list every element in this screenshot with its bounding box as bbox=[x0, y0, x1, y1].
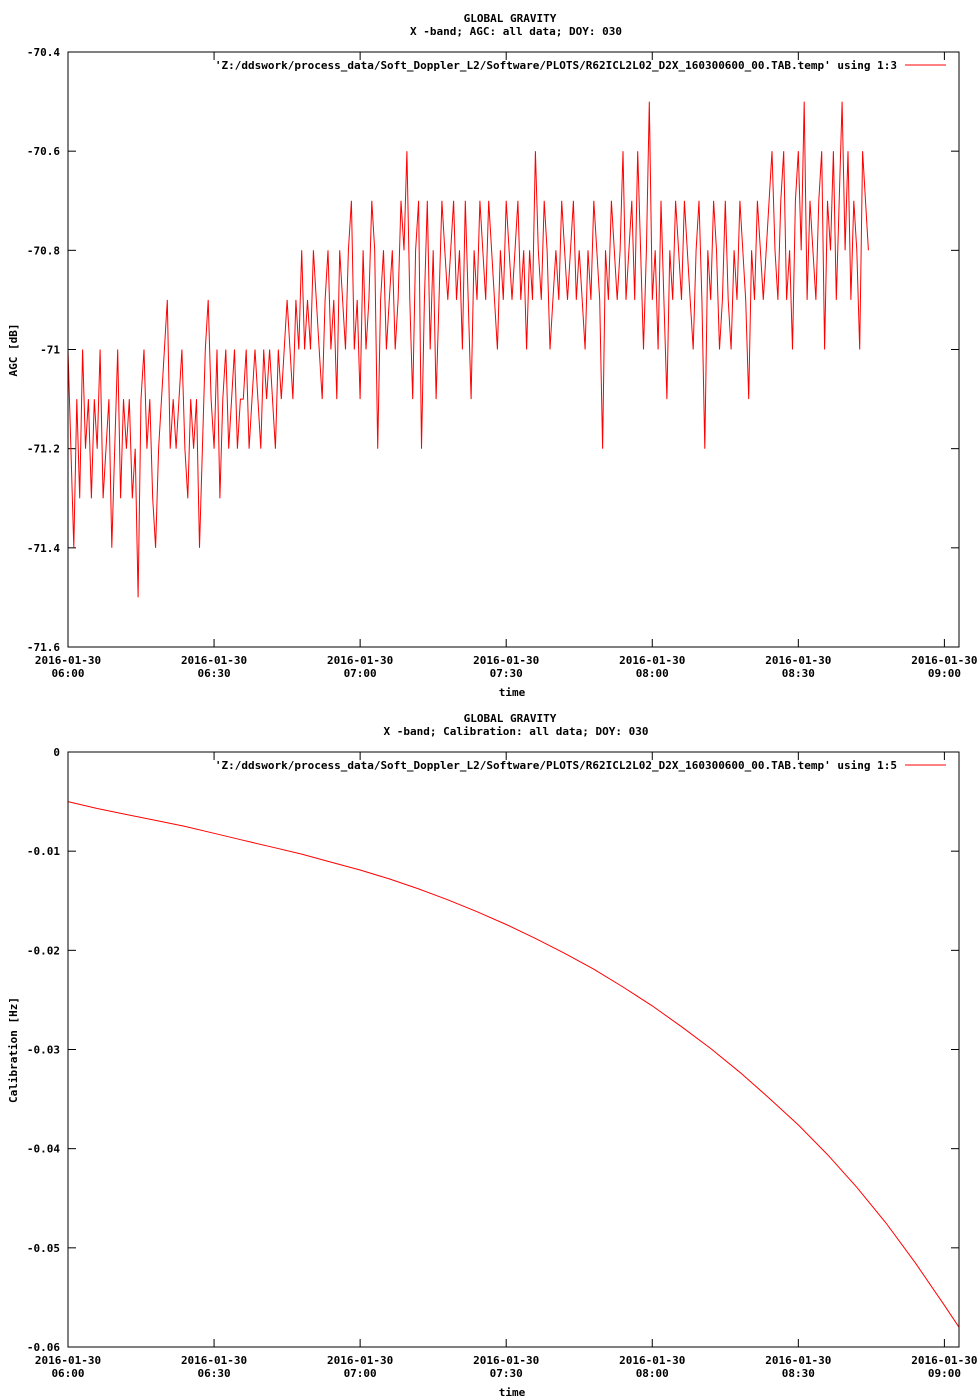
agc-xtick-date: 2016-01-30 bbox=[35, 654, 101, 667]
agc-ytick-label: -71.2 bbox=[27, 443, 60, 456]
agc-xtick-date: 2016-01-30 bbox=[619, 654, 685, 667]
agc-ytick-label: -70.8 bbox=[27, 244, 60, 257]
agc-xtick-time: 06:00 bbox=[51, 667, 84, 680]
agc-xtick-time: 09:00 bbox=[928, 667, 961, 680]
agc-chart-subtitle: X -band; AGC: all data; DOY: 030 bbox=[410, 25, 622, 38]
agc-xtick-date: 2016-01-30 bbox=[765, 654, 831, 667]
calibration-xtick-date: 2016-01-30 bbox=[473, 1354, 539, 1367]
agc-xtick-date: 2016-01-30 bbox=[181, 654, 247, 667]
agc-xtick-date: 2016-01-30 bbox=[327, 654, 393, 667]
calibration-xtick-time: 09:00 bbox=[928, 1367, 961, 1380]
agc-ytick-label: -70.6 bbox=[27, 145, 60, 158]
calibration-chart-xlabel: time bbox=[499, 1386, 526, 1399]
calibration-chart-ylabel: Calibration [Hz] bbox=[7, 997, 20, 1103]
agc-ytick-label: -71 bbox=[40, 344, 60, 357]
agc-chart-title: GLOBAL GRAVITY bbox=[464, 12, 557, 25]
agc-chart-ylabel: AGC [dB] bbox=[7, 324, 20, 377]
agc-xtick-time: 07:30 bbox=[490, 667, 523, 680]
agc-ytick-label: -71.6 bbox=[27, 641, 60, 654]
calibration-xtick-time: 06:00 bbox=[51, 1367, 84, 1380]
calibration-chart-frame bbox=[67, 751, 960, 1348]
calibration-xtick-time: 07:00 bbox=[344, 1367, 377, 1380]
calibration-chart-ticks: 0-0.01-0.02-0.03-0.04-0.05-0.062016-01-3… bbox=[27, 746, 978, 1380]
calibration-ytick-label: -0.02 bbox=[27, 944, 60, 957]
calibration-xtick-date: 2016-01-30 bbox=[181, 1354, 247, 1367]
agc-ytick-label: -70.4 bbox=[27, 46, 60, 59]
calibration-ytick-label: -0.01 bbox=[27, 845, 60, 858]
calibration-xtick-date: 2016-01-30 bbox=[765, 1354, 831, 1367]
calibration-ytick-label: -0.05 bbox=[27, 1242, 60, 1255]
calibration-series-line bbox=[67, 801, 960, 1328]
calibration-xtick-time: 08:30 bbox=[782, 1367, 815, 1380]
calibration-ytick-label: 0 bbox=[53, 746, 60, 759]
calibration-xtick-time: 07:30 bbox=[490, 1367, 523, 1380]
calibration-xtick-date: 2016-01-30 bbox=[35, 1354, 101, 1367]
agc-ytick-label: -71.4 bbox=[27, 542, 60, 555]
calibration-ytick-label: -0.04 bbox=[27, 1143, 60, 1156]
agc-xtick-time: 08:30 bbox=[782, 667, 815, 680]
agc-xtick-date: 2016-01-30 bbox=[473, 654, 539, 667]
calibration-xtick-date: 2016-01-30 bbox=[911, 1354, 977, 1367]
calibration-xtick-time: 06:30 bbox=[198, 1367, 231, 1380]
agc-chart-xlabel: time bbox=[499, 686, 526, 699]
calibration-ytick-label: -0.03 bbox=[27, 1044, 60, 1057]
calibration-xtick-time: 08:00 bbox=[636, 1367, 669, 1380]
calibration-chart: GLOBAL GRAVITY X -band; Calibration: all… bbox=[7, 712, 978, 1399]
agc-xtick-time: 06:30 bbox=[198, 667, 231, 680]
agc-series-line bbox=[67, 101, 869, 598]
calibration-chart-subtitle: X -band; Calibration: all data; DOY: 030 bbox=[384, 725, 649, 738]
calibration-xtick-date: 2016-01-30 bbox=[327, 1354, 393, 1367]
calibration-legend-label: 'Z:/ddswork/process_data/Soft_Doppler_L2… bbox=[215, 759, 897, 772]
agc-chart-frame bbox=[67, 51, 960, 648]
agc-xtick-time: 07:00 bbox=[344, 667, 377, 680]
agc-xtick-date: 2016-01-30 bbox=[911, 654, 977, 667]
calibration-ytick-label: -0.06 bbox=[27, 1341, 60, 1354]
agc-xtick-time: 08:00 bbox=[636, 667, 669, 680]
agc-chart-ticks: -70.4-70.6-70.8-71-71.2-71.4-71.62016-01… bbox=[27, 46, 978, 680]
agc-chart: GLOBAL GRAVITY X -band; AGC: all data; D… bbox=[7, 12, 978, 699]
calibration-xtick-date: 2016-01-30 bbox=[619, 1354, 685, 1367]
calibration-chart-title: GLOBAL GRAVITY bbox=[464, 712, 557, 725]
agc-legend-label: 'Z:/ddswork/process_data/Soft_Doppler_L2… bbox=[215, 59, 897, 72]
